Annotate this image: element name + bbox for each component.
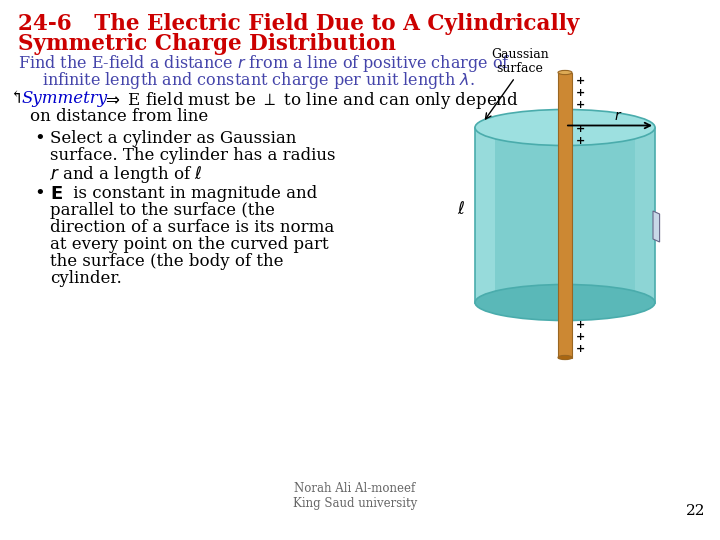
Text: $r$: $r$: [613, 110, 622, 124]
Text: ʼ: ʼ: [49, 178, 52, 187]
Text: on distance from line: on distance from line: [30, 108, 208, 125]
Text: at every point on the curved part: at every point on the curved part: [50, 236, 328, 253]
Text: Gaussian
surface: Gaussian surface: [491, 48, 549, 76]
Ellipse shape: [475, 110, 655, 145]
Text: direction of a surface is its norma: direction of a surface is its norma: [50, 219, 334, 236]
Text: 24-6   The Electric Field Due to A Cylindrically: 24-6 The Electric Field Due to A Cylindr…: [18, 13, 580, 35]
Text: $\Rightarrow$ E field must be $\perp$ to line and can only depend: $\Rightarrow$ E field must be $\perp$ to…: [97, 90, 518, 111]
Polygon shape: [635, 127, 655, 302]
Text: Symmetric Charge Distribution: Symmetric Charge Distribution: [18, 33, 396, 55]
Text: +: +: [576, 87, 585, 98]
Text: +: +: [576, 320, 585, 329]
Text: Find the E-field a distance $r$ from a line of positive charge of: Find the E-field a distance $r$ from a l…: [18, 53, 510, 74]
Ellipse shape: [558, 70, 572, 75]
Text: $\ell$: $\ell$: [457, 201, 465, 219]
Text: $r$ and a length of $\ell$: $r$ and a length of $\ell$: [50, 164, 202, 185]
Text: •: •: [34, 130, 45, 148]
Text: +: +: [576, 100, 585, 111]
Text: infinite length and constant charge per unit length $\lambda$.: infinite length and constant charge per …: [42, 70, 475, 91]
Polygon shape: [558, 72, 572, 357]
Text: Select a cylinder as Gaussian: Select a cylinder as Gaussian: [50, 130, 297, 147]
Text: Norah Ali Al-moneef
King Saud university: Norah Ali Al-moneef King Saud university: [293, 482, 417, 510]
Text: +: +: [576, 137, 585, 146]
Text: •: •: [34, 185, 45, 203]
Ellipse shape: [558, 355, 572, 360]
Text: Symmetry: Symmetry: [22, 90, 108, 107]
Polygon shape: [475, 127, 495, 302]
Ellipse shape: [475, 285, 655, 321]
Text: $\mathbf{E}$: $\mathbf{E}$: [50, 185, 63, 203]
Text: is constant in magnitude and: is constant in magnitude and: [68, 185, 318, 202]
Polygon shape: [653, 211, 660, 242]
Text: +: +: [576, 345, 585, 354]
Text: parallel to the surface (the: parallel to the surface (the: [50, 202, 275, 219]
Polygon shape: [475, 127, 655, 302]
Text: cylinder.: cylinder.: [50, 270, 122, 287]
Text: +: +: [576, 125, 585, 134]
Text: +: +: [576, 333, 585, 342]
Text: surface. The cylinder has a radius: surface. The cylinder has a radius: [50, 147, 336, 164]
Text: the surface (the body of the: the surface (the body of the: [50, 253, 284, 270]
Text: ↰: ↰: [10, 90, 29, 107]
Text: 22: 22: [685, 504, 705, 518]
Text: +: +: [576, 76, 585, 85]
